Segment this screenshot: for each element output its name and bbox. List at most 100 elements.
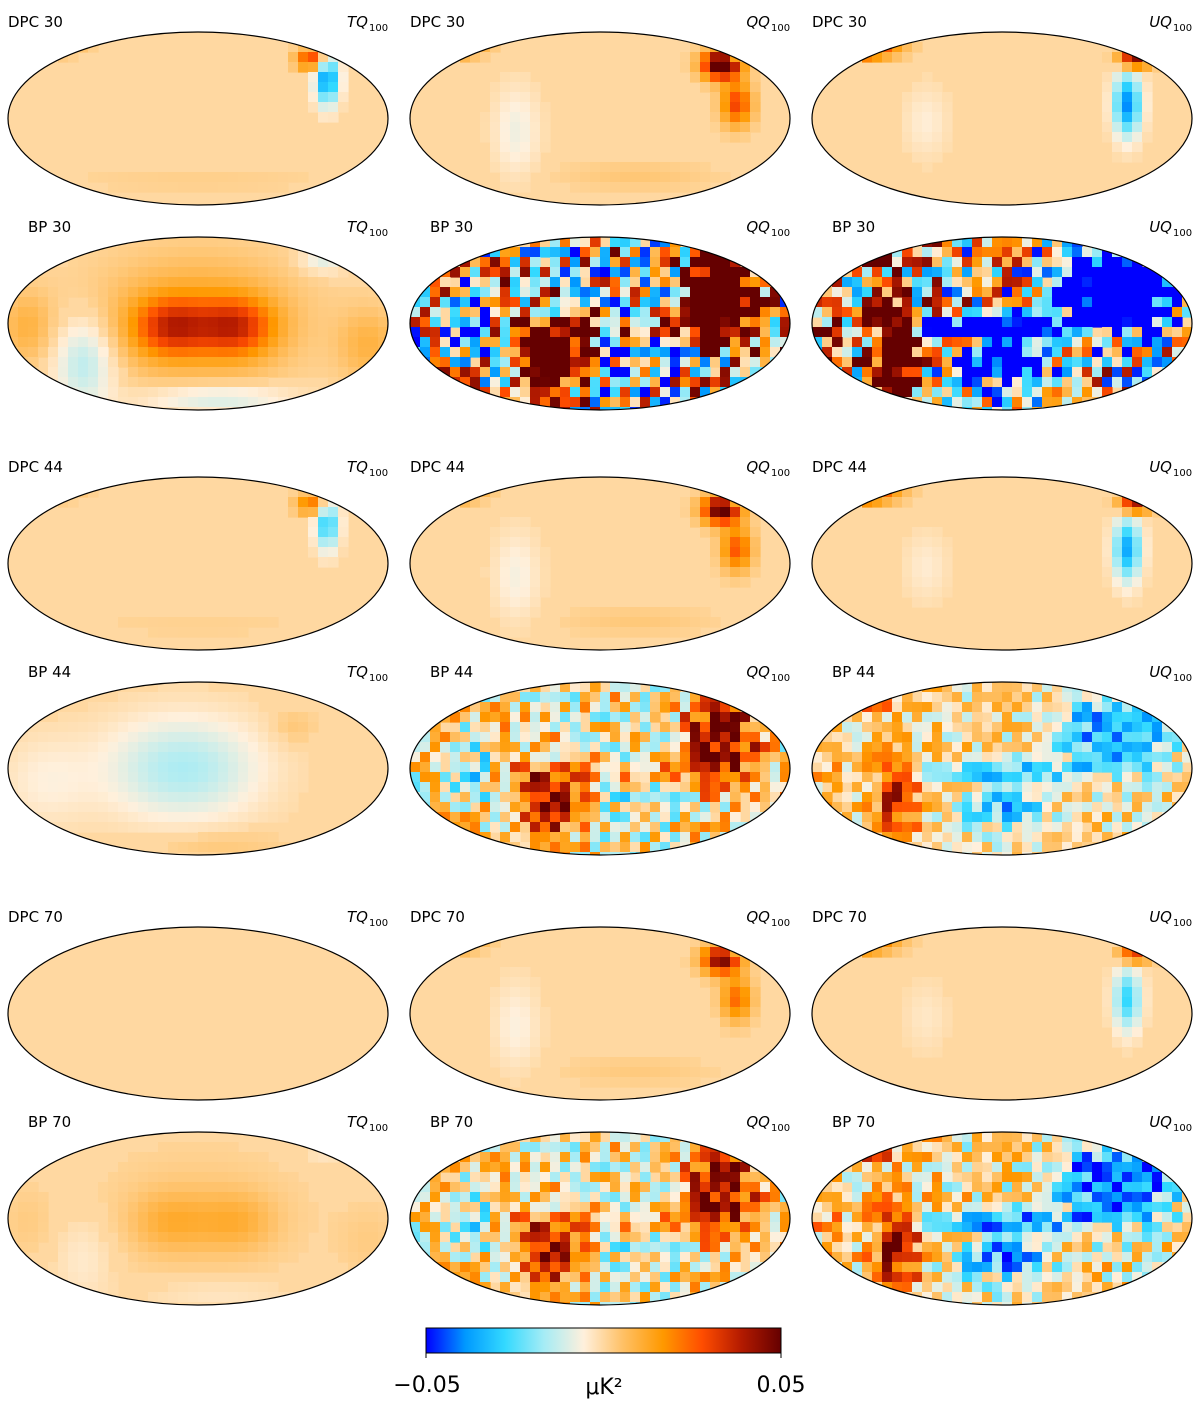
map-image	[8, 32, 388, 205]
panel-label: DPC 70	[8, 908, 63, 926]
map-panel: BP 44 UQ 100	[811, 663, 1193, 856]
panel-subscript: 100	[369, 468, 388, 479]
panel-subscript: 100	[369, 918, 388, 929]
panel-component: QQ	[746, 663, 770, 681]
panel-component: TQ	[347, 218, 368, 236]
map-panel: BP 70 QQ 100	[409, 1113, 791, 1306]
panel-subscript: 100	[771, 468, 790, 479]
map-panel: DPC 30 TQ 100	[7, 13, 389, 206]
panel-component: UQ	[1149, 218, 1172, 236]
map-image	[410, 477, 790, 650]
panel-component: TQ	[347, 13, 368, 31]
panel-label: DPC 70	[410, 908, 465, 926]
panel-component: TQ	[347, 458, 368, 476]
map-outline	[409, 476, 791, 651]
map-outline	[409, 31, 791, 206]
map-outline	[7, 476, 389, 651]
panel-subscript: 100	[1173, 673, 1192, 684]
map-panel: DPC 70 TQ 100	[7, 908, 389, 1101]
map-outline	[811, 31, 1193, 206]
map-image	[410, 927, 790, 1100]
panel-component: QQ	[746, 218, 770, 236]
map-outline	[7, 681, 389, 856]
panel-subscript: 100	[1173, 918, 1192, 929]
colorbar-unit-label: μK²	[585, 1375, 622, 1400]
map-outline	[811, 476, 1193, 651]
map-panel: BP 44 TQ 100	[7, 663, 389, 856]
map-panel: DPC 70 QQ 100	[409, 908, 791, 1101]
map-image	[812, 927, 1192, 1100]
panel-component: QQ	[746, 13, 770, 31]
map-outline	[409, 681, 791, 856]
map-image	[8, 927, 388, 1100]
panel-label: BP 44	[28, 663, 71, 681]
panel-component: TQ	[347, 1113, 368, 1131]
map-image	[410, 1132, 790, 1305]
map-panel: DPC 70 UQ 100	[811, 908, 1193, 1101]
map-image	[812, 1132, 1192, 1305]
panel-subscript: 100	[1173, 468, 1192, 479]
map-image	[410, 32, 790, 205]
map-image	[8, 237, 388, 410]
panel-label: DPC 30	[410, 13, 465, 31]
panel-component: QQ	[746, 1113, 770, 1131]
colorbar: −0.05 μK² 0.05	[393, 1327, 805, 1400]
panel-subscript: 100	[369, 673, 388, 684]
panel-label: BP 30	[430, 218, 473, 236]
panel-subscript: 100	[369, 228, 388, 239]
panel-label: DPC 44	[8, 458, 63, 476]
map-outline	[7, 31, 389, 206]
panel-label: DPC 70	[812, 908, 867, 926]
panel-label: DPC 30	[8, 13, 63, 31]
map-panel: DPC 44 QQ 100	[409, 458, 791, 651]
panel-subscript: 100	[1173, 228, 1192, 239]
map-panel: BP 70 UQ 100	[811, 1113, 1193, 1306]
map-outline	[811, 236, 1193, 411]
panel-subscript: 100	[369, 23, 388, 34]
map-image	[8, 1132, 388, 1305]
map-outline	[409, 926, 791, 1101]
panel-label: BP 70	[430, 1113, 473, 1131]
map-image	[410, 237, 790, 410]
panel-label: BP 30	[28, 218, 71, 236]
map-panel: DPC 44 TQ 100	[7, 458, 389, 651]
map-panel: DPC 30 UQ 100	[811, 13, 1193, 206]
map-panel: BP 30 QQ 100	[409, 218, 791, 411]
map-panel: BP 30 UQ 100	[811, 218, 1193, 411]
map-image	[812, 682, 1192, 855]
map-image	[410, 682, 790, 855]
panel-subscript: 100	[771, 1123, 790, 1134]
map-panel: BP 70 TQ 100	[7, 1113, 389, 1306]
panel-subscript: 100	[1173, 1123, 1192, 1134]
panel-component: QQ	[746, 908, 770, 926]
map-panel: BP 44 QQ 100	[409, 663, 791, 856]
panel-component: UQ	[1149, 1113, 1172, 1131]
panel-subscript: 100	[771, 228, 790, 239]
panel-subscript: 100	[771, 23, 790, 34]
panel-label: BP 70	[28, 1113, 71, 1131]
panel-label: BP 30	[832, 218, 875, 236]
map-outline	[7, 1131, 389, 1306]
panel-component: UQ	[1149, 13, 1172, 31]
map-image	[8, 477, 388, 650]
map-outline	[409, 236, 791, 411]
panel-label: DPC 30	[812, 13, 867, 31]
map-image	[812, 477, 1192, 650]
map-outline	[811, 1131, 1193, 1306]
panel-subscript: 100	[369, 1123, 388, 1134]
map-panel: BP 30 TQ 100	[7, 218, 389, 411]
panel-subscript: 100	[771, 673, 790, 684]
map-image	[812, 32, 1192, 205]
map-outline	[811, 926, 1193, 1101]
colorbar-bar	[425, 1327, 782, 1354]
panel-label: DPC 44	[812, 458, 867, 476]
panel-component: UQ	[1149, 458, 1172, 476]
panel-subscript: 100	[1173, 23, 1192, 34]
panel-label: BP 44	[832, 663, 875, 681]
map-outline	[7, 926, 389, 1101]
panel-component: QQ	[746, 458, 770, 476]
panel-component: TQ	[347, 908, 368, 926]
panel-component: TQ	[347, 663, 368, 681]
